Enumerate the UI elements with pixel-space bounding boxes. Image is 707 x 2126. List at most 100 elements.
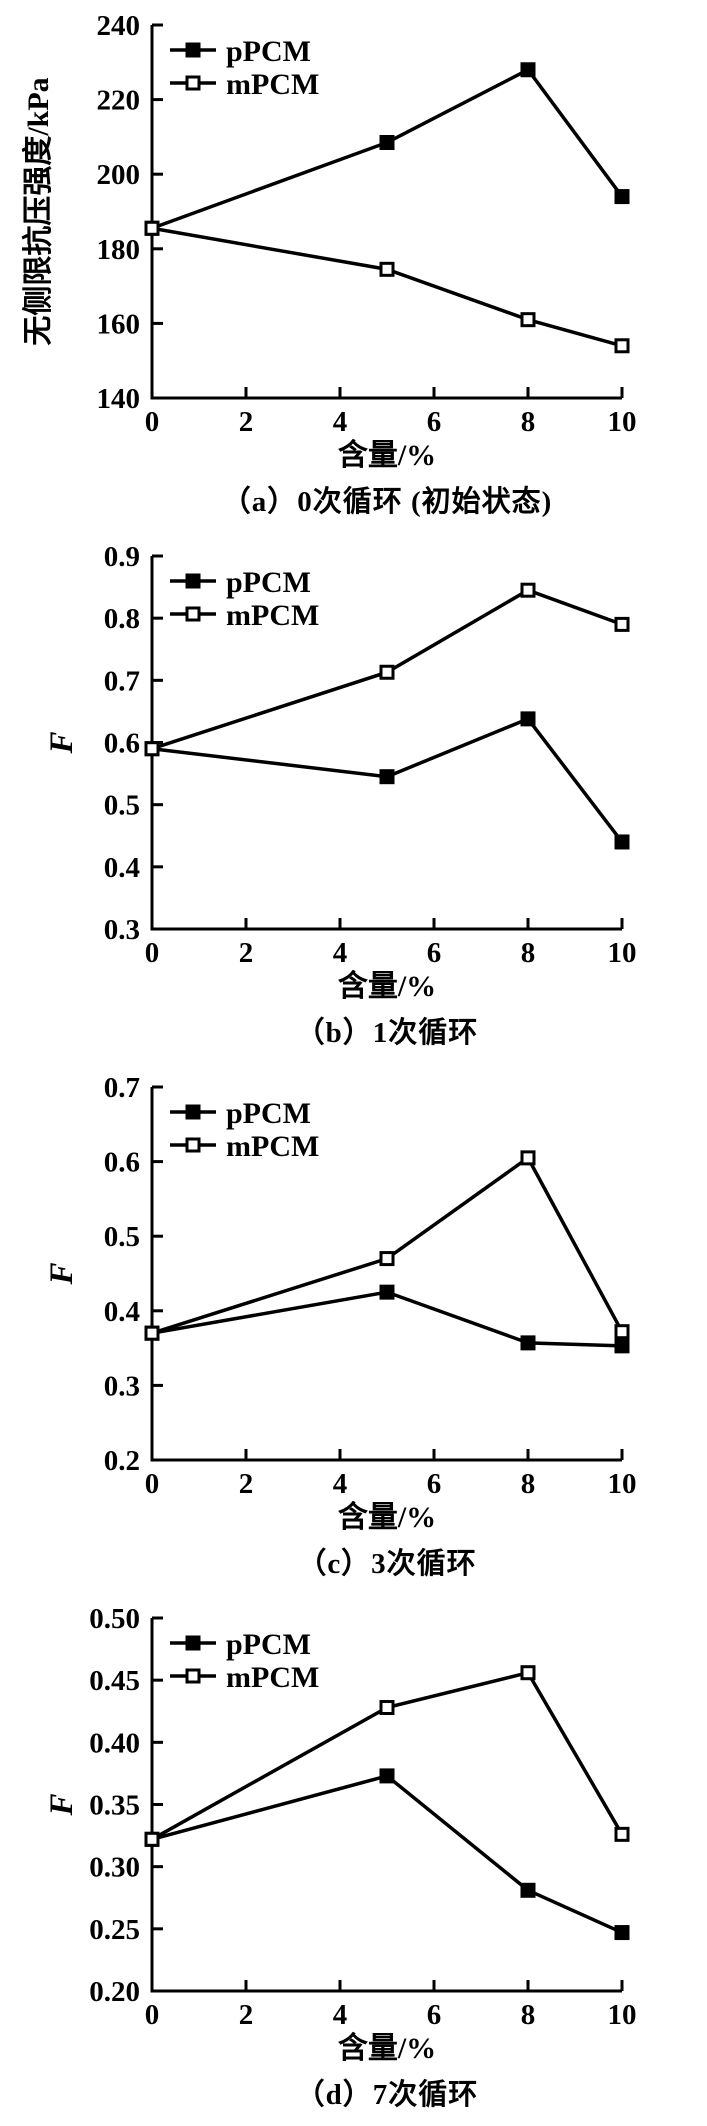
legend-label-mPCM: mPCM: [226, 1661, 319, 1694]
series-pPCM-line: [151, 67, 624, 230]
series-pPCM-line: [151, 1773, 623, 1935]
series-mPCM-marker: [520, 1150, 536, 1166]
y-tick-label: 140: [97, 383, 141, 415]
axes: [150, 25, 622, 400]
axes: [150, 1618, 622, 1993]
x-axis-label: 含量/%: [338, 438, 436, 472]
series-mPCM-marker: [379, 1700, 395, 1716]
y-tick-label: 180: [97, 234, 141, 266]
y-axis-label: 无侧限抗压强度/kPa: [21, 77, 55, 345]
legend-mPCM-marker: [185, 1137, 201, 1153]
series-pPCM-marker: [614, 1338, 630, 1354]
x-tick-label: 2: [239, 1999, 254, 2031]
y-tick-label: 0.45: [89, 1665, 140, 1697]
series-mPCM-marker: [520, 312, 536, 328]
series-mPCM-marker: [144, 1325, 160, 1341]
series-mPCM-marker: [144, 220, 160, 236]
series-mPCM-marker: [379, 1251, 395, 1267]
x-tick-label: 2: [239, 1468, 254, 1500]
chart-d-caption: （d）7次循环: [295, 2079, 479, 2111]
x-axis-label: 含量/%: [338, 1500, 436, 1534]
x-tick-label: 4: [333, 1468, 348, 1500]
x-tick-label: 10: [608, 1468, 637, 1500]
x-tick-label: 2: [239, 937, 254, 969]
series-pPCM-marker: [520, 62, 536, 78]
series-mPCM-line: [151, 1670, 624, 1841]
x-tick-label: 4: [333, 1999, 348, 2031]
series-pPCM-line: [151, 716, 624, 844]
x-axis-label: 含量/%: [338, 969, 436, 1003]
legend-mPCM-marker: [185, 1668, 201, 1684]
y-tick-label: 0.2: [104, 1445, 140, 1477]
legend-label-pPCM: pPCM: [226, 566, 311, 599]
y-tick-label: 0.20: [89, 1976, 140, 2008]
y-tick-label: 0.5: [104, 790, 140, 822]
x-tick-label: 0: [145, 1999, 160, 2031]
y-tick-label: 0.3: [104, 1370, 140, 1402]
y-tick-label: 0.7: [104, 1072, 140, 1104]
series-pPCM-marker: [379, 1284, 395, 1300]
y-axis-label: F: [44, 1793, 80, 1816]
y-tick-label: 0.9: [104, 541, 140, 573]
y-tick-label: 0.25: [89, 1914, 140, 1946]
x-tick-label: 6: [427, 1999, 442, 2031]
y-tick-label: 240: [97, 10, 141, 42]
x-tick-label: 6: [427, 1468, 442, 1500]
y-tick-label: 0.30: [89, 1852, 140, 1884]
series-mPCM-marker: [614, 1324, 630, 1340]
y-tick-label: 0.35: [89, 1790, 140, 1822]
y-axis-label: F: [44, 731, 80, 754]
chart-panel-d: 0.20 0.25 0.30 0.35 0.40 0.45 0.50 0 2 4 6 8 10 含量/% F…: [0, 1593, 707, 2124]
legend-pPCM-marker: [185, 1104, 201, 1120]
series-pPCM-marker: [379, 134, 395, 150]
y-tick-label: 220: [97, 85, 141, 117]
legend-label-pPCM: pPCM: [226, 1097, 311, 1130]
y-axis-label: F: [44, 1262, 80, 1285]
chart-b-caption: （b）1次循环: [295, 1017, 479, 1049]
x-tick-label: 6: [427, 937, 442, 969]
chart-a-caption: （a）0次循环 (初始状态): [221, 486, 553, 518]
y-tick-label: 0.3: [104, 914, 140, 946]
legend-pPCM-marker: [185, 42, 201, 58]
series-mPCM-marker: [379, 664, 395, 680]
series-mPCM-marker: [614, 338, 630, 354]
series-mPCM-line: [151, 1155, 624, 1335]
x-tick-label: 0: [145, 1468, 160, 1500]
series-mPCM-marker: [379, 261, 395, 277]
x-tick-label: 0: [145, 406, 160, 438]
series-mPCM-marker: [520, 1665, 536, 1681]
axes: [150, 1087, 622, 1462]
y-tick-label: 0.4: [104, 1296, 140, 1328]
x-tick-label: 10: [608, 937, 637, 969]
series-pPCM-marker: [379, 769, 395, 785]
series-pPCM-marker: [614, 189, 630, 205]
x-tick-label: 6: [427, 406, 442, 438]
legend-mPCM-marker: [185, 606, 201, 622]
legend-label-pPCM: pPCM: [226, 1628, 311, 1661]
series-pPCM-marker: [520, 1335, 536, 1351]
series-mPCM-line: [151, 226, 623, 348]
x-tick-label: 0: [145, 937, 160, 969]
x-tick-label: 8: [521, 1468, 536, 1500]
x-tick-label: 8: [521, 406, 536, 438]
x-tick-label: 10: [608, 406, 637, 438]
x-tick-label: 8: [521, 937, 536, 969]
legend-pPCM-marker: [185, 1635, 201, 1651]
y-tick-label: 0.7: [104, 665, 140, 697]
y-tick-label: 200: [97, 159, 141, 191]
chart-a-canvas: 140 160 180 200 220 240 0 2 4 6 8 10 含量/% 无侧限抗压强度/kPa…: [21, 10, 637, 472]
series-pPCM-marker: [520, 1882, 536, 1898]
series-mPCM-line: [151, 588, 623, 751]
y-tick-label: 0.8: [104, 603, 140, 635]
y-tick-label: 0.6: [104, 728, 140, 760]
y-tick-label: 0.50: [89, 1603, 140, 1635]
x-tick-label: 4: [333, 937, 348, 969]
x-axis-label: 含量/%: [338, 2031, 436, 2065]
legend-label-mPCM: mPCM: [226, 1130, 319, 1163]
chart-d-canvas: 0.20 0.25 0.30 0.35 0.40 0.45 0.50 0 2 4 6 8 10 含量/% F…: [44, 1603, 637, 2065]
series-mPCM-marker: [520, 582, 536, 598]
